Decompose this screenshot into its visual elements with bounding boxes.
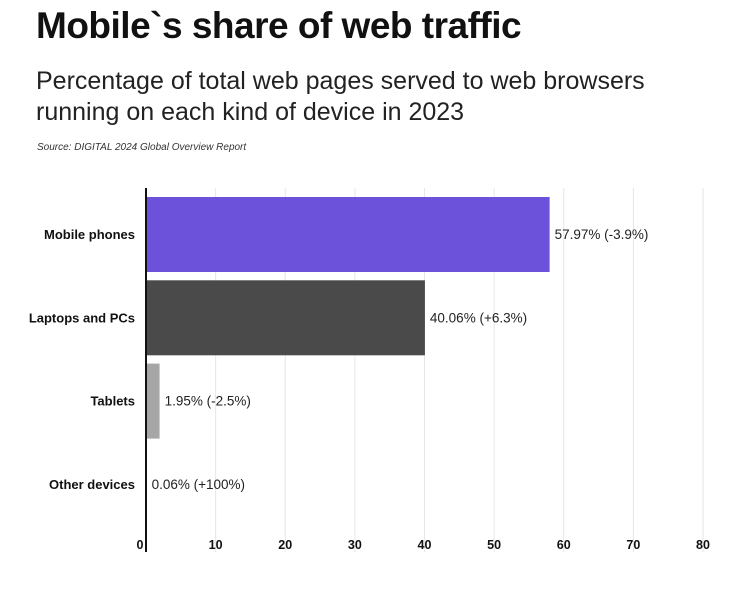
chart-title: Mobile`s share of web traffic [36, 5, 522, 46]
category-labels: Mobile phones Laptops and PCs Tablets Other… [29, 227, 135, 492]
x-tick-label: 0 [137, 538, 144, 552]
bars [146, 197, 550, 522]
value-label: 0.06% (+100%) [152, 477, 245, 492]
value-label: 1.95% (-2.5%) [165, 394, 251, 409]
x-tick-label: 50 [487, 538, 501, 552]
x-tick-label: 40 [418, 538, 432, 552]
value-label: 57.97% (-3.9%) [555, 227, 649, 242]
category-label: Other devices [49, 477, 135, 492]
category-label: Laptops and PCs [29, 310, 135, 325]
value-label: 40.06% (+6.3%) [430, 310, 527, 325]
x-tick-label: 30 [348, 538, 362, 552]
x-tick-label: 20 [278, 538, 292, 552]
bar [146, 197, 550, 272]
category-label: Mobile phones [44, 227, 135, 242]
value-labels: 57.97% (-3.9%) 40.06% (+6.3%) 1.95% (-2.5%… [152, 227, 649, 492]
chart-subtitle: Percentage of total web pages served to … [36, 67, 645, 126]
x-tick-labels: 0 10 20 30 40 50 60 70 80 [137, 538, 710, 552]
x-tick-label: 70 [626, 538, 640, 552]
category-label: Tablets [90, 394, 135, 409]
bar [146, 280, 425, 356]
bar [146, 363, 160, 439]
x-tick-label: 10 [209, 538, 223, 552]
chart-source: Source: DIGITAL 2024 Global Overview Rep… [37, 142, 247, 153]
x-tick-label: 60 [557, 538, 571, 552]
x-tick-label: 80 [696, 538, 710, 552]
